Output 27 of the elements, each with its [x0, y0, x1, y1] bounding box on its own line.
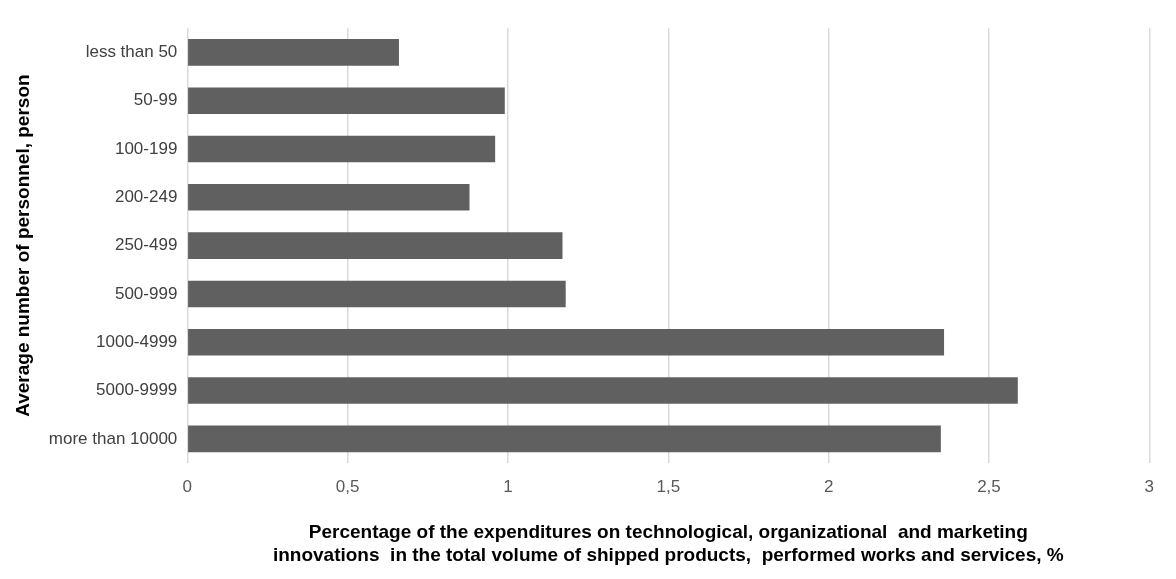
- x-tick-label: 0: [182, 476, 193, 496]
- bar: [188, 184, 470, 211]
- y-tick-label: 200-249: [114, 186, 178, 206]
- x-tick-label: 0,5: [335, 476, 360, 496]
- y-axis-title: Average number of personnel, person: [11, 74, 33, 417]
- y-tick-label: 100-199: [114, 138, 178, 158]
- y-tick-label: more than 10000: [48, 428, 178, 448]
- x-tick-label: 3: [1144, 476, 1155, 496]
- bar: [188, 232, 563, 259]
- x-tick-label: 2,5: [977, 476, 1001, 496]
- y-tick-label: 250-499: [114, 235, 178, 255]
- bar: [188, 425, 941, 453]
- bar: [188, 87, 505, 114]
- y-tick-label: 50-99: [133, 90, 178, 110]
- x-tick-label: 2: [823, 476, 834, 496]
- bar: [188, 39, 399, 66]
- x-tick-label: 1,5: [656, 476, 681, 496]
- y-tick-label: 1000-4999: [96, 331, 178, 351]
- x-axis-title: Percentage of the expenditures on technological, organizational and marketing innovations in the total volume of shipped products, performed works and services, %: [272, 521, 1064, 565]
- y-tick-label: less than 50: [85, 42, 178, 62]
- y-tick-label: 500-999: [114, 283, 178, 303]
- x-tick-label: 1: [503, 476, 513, 496]
- bar: [188, 328, 945, 356]
- bar: [188, 280, 566, 308]
- bar: [188, 377, 1018, 404]
- bar: [188, 135, 496, 163]
- y-tick-label: 5000-9999: [96, 380, 178, 400]
